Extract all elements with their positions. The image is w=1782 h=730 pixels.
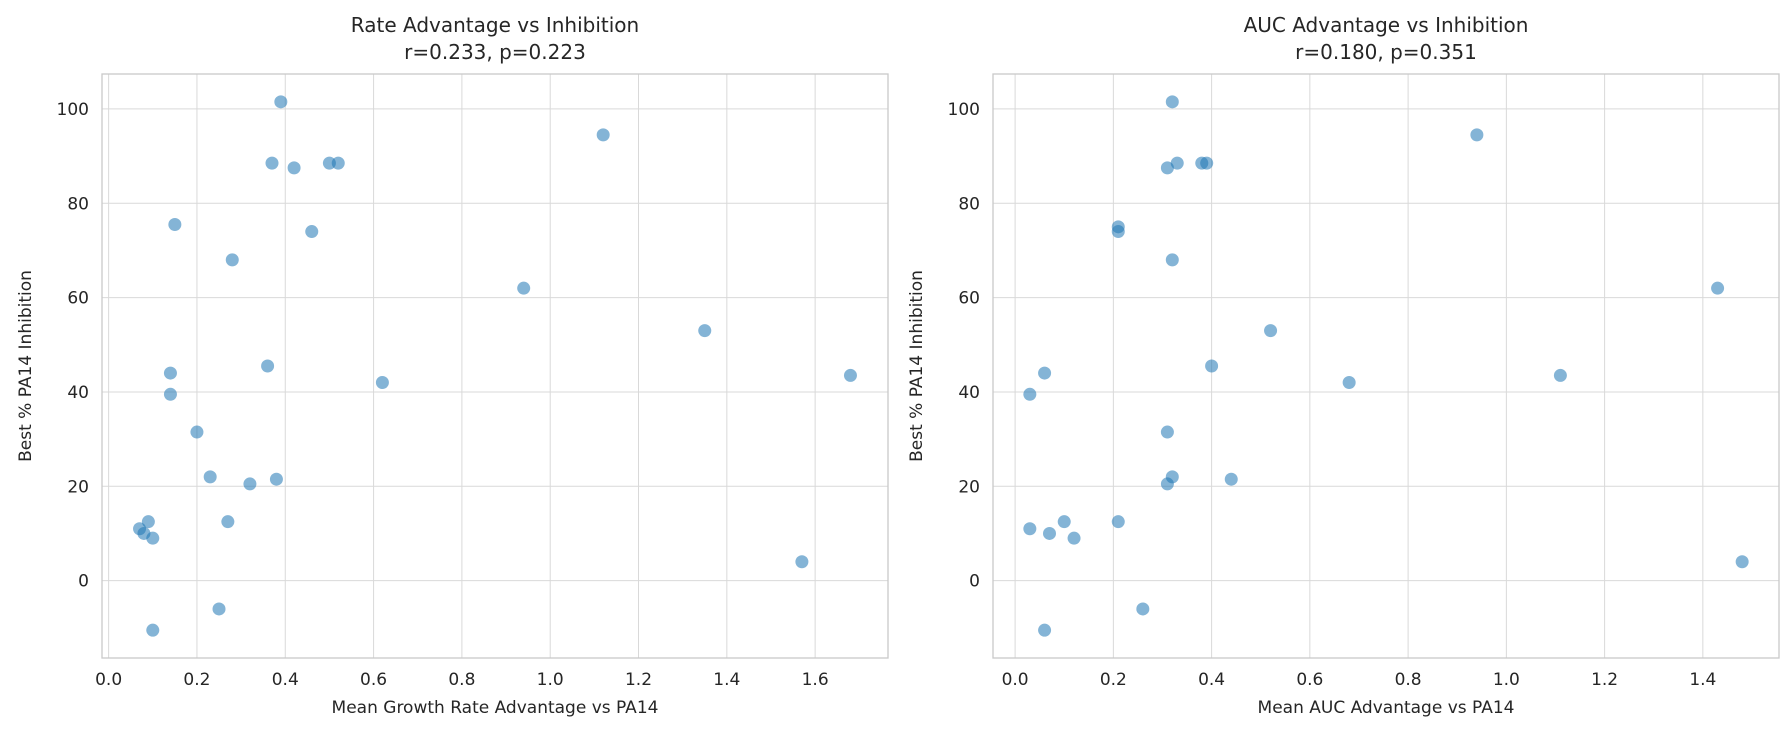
y-axis-label-rate: Best % PA14 Inhibition — [16, 270, 36, 462]
svg-text:1.2: 1.2 — [1591, 670, 1618, 690]
svg-text:1.4: 1.4 — [1689, 670, 1716, 690]
chart-stats-line: r=0.233, p=0.223 — [404, 40, 586, 64]
rate-scatter-svg: 0.0 0.2 0.4 0.6 0.8 1.0 1.2 1.4 1.6 0 20 40 60 80 100 — [57, 73, 889, 690]
chart-title-line: AUC Advantage vs Inhibition — [1243, 13, 1529, 37]
svg-text:100: 100 — [948, 100, 980, 120]
svg-text:0.6: 0.6 — [1296, 670, 1323, 690]
svg-text:1.4: 1.4 — [713, 670, 740, 690]
svg-text:0.0: 0.0 — [95, 670, 122, 690]
x-axis-label-rate: Mean Growth Rate Advantage vs PA14 — [331, 698, 659, 718]
svg-text:0.2: 0.2 — [1100, 670, 1127, 690]
svg-text:1.6: 1.6 — [802, 670, 829, 690]
svg-text:0: 0 — [969, 572, 980, 592]
svg-text:1.2: 1.2 — [625, 670, 652, 690]
svg-text:0.8: 0.8 — [448, 670, 475, 690]
svg-text:0.0: 0.0 — [1002, 670, 1029, 690]
svg-text:40: 40 — [958, 383, 980, 403]
svg-text:40: 40 — [67, 383, 89, 403]
svg-text:1.0: 1.0 — [1493, 670, 1520, 690]
svg-text:1.0: 1.0 — [537, 670, 564, 690]
svg-text:0.4: 0.4 — [1198, 670, 1225, 690]
svg-text:0.8: 0.8 — [1395, 670, 1422, 690]
svg-text:0: 0 — [78, 572, 89, 592]
chart-title-rate: Rate Advantage vs Inhibition r=0.233, p=… — [102, 12, 888, 66]
subplot-auc-advantage: 0.0 0.2 0.4 0.6 0.8 1.0 1.2 1.4 0 20 40 60 80 100 AUC… — [891, 0, 1782, 730]
svg-text:60: 60 — [67, 289, 89, 309]
chart-title-line: Rate Advantage vs Inhibition — [350, 13, 640, 37]
svg-text:20: 20 — [67, 477, 89, 497]
chart-stats-line: r=0.180, p=0.351 — [1295, 40, 1477, 64]
y-axis-label-auc: Best % PA14 Inhibition — [907, 270, 927, 462]
auc-scatter-svg: 0.0 0.2 0.4 0.6 0.8 1.0 1.2 1.4 0 20 40 60 80 100 — [948, 73, 1780, 690]
svg-text:0.2: 0.2 — [183, 670, 210, 690]
svg-text:80: 80 — [958, 194, 980, 214]
subplot-rate-advantage: 0.0 0.2 0.4 0.6 0.8 1.0 1.2 1.4 1.6 0 20 40 60 80 100 … — [16, 12, 889, 718]
svg-text:60: 60 — [958, 289, 980, 309]
x-axis-label-auc: Mean AUC Advantage vs PA14 — [1257, 698, 1515, 718]
chart-title-auc: AUC Advantage vs Inhibition r=0.180, p=0… — [993, 12, 1779, 66]
svg-text:0.4: 0.4 — [272, 670, 299, 690]
svg-text:100: 100 — [57, 100, 89, 120]
svg-text:0.6: 0.6 — [360, 670, 387, 690]
svg-text:80: 80 — [67, 194, 89, 214]
svg-text:20: 20 — [958, 477, 980, 497]
